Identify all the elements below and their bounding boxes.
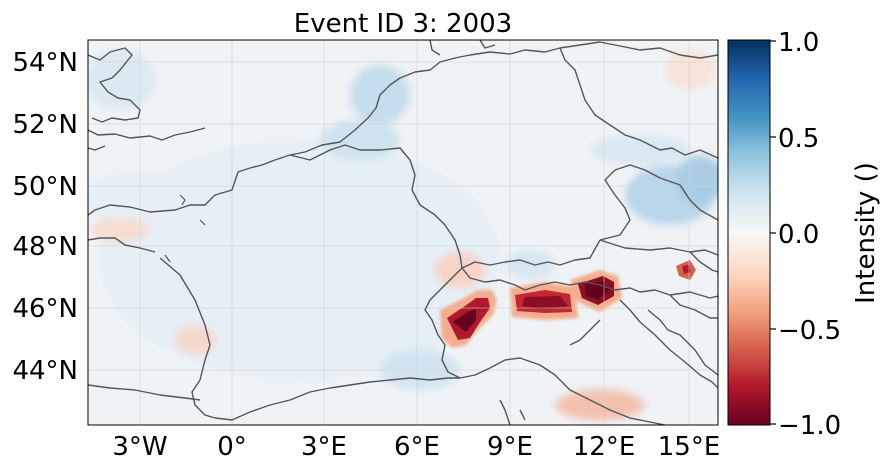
colorbar-gradient [727,39,771,426]
lat-label: 50°N [12,172,78,202]
longitude-labels: 3°W 0° 3°E 6°E 9°E 12°E 15°E [112,432,720,462]
colorbar-tick-label: −1.0 [778,411,841,441]
colorbar-label: Intensity () [851,162,881,304]
colorbar-tick-label: 1.0 [778,28,819,58]
colorbar-tick-label: 0.0 [778,220,819,250]
lat-label: 54°N [12,48,78,78]
lon-label: 0° [217,432,247,462]
lat-label: 52°N [12,110,78,140]
intensity-field [88,40,718,425]
colorbar-tick-label: −0.5 [778,316,841,346]
island-outlines [164,194,206,263]
colorbar: 1.0 0.5 0.0 −0.5 −1.0 Intensity () [727,28,881,441]
map-frame [87,39,719,426]
lon-label: 3°E [301,432,347,462]
colorbar-tick-label: 0.5 [778,124,819,154]
map-panel [88,40,718,425]
lat-label: 46°N [12,294,78,324]
lon-label: 9°E [487,432,533,462]
lon-label: 6°E [394,432,440,462]
map-title: Event ID 3: 2003 [294,9,512,39]
lat-label: 44°N [12,356,78,386]
gridlines [88,40,718,425]
lon-label: 15°E [658,432,721,462]
lat-label: 48°N [12,232,78,262]
lon-label: 3°W [112,432,167,462]
latitude-labels: 54°N 52°N 50°N 48°N 46°N 44°N [12,48,78,386]
lon-label: 12°E [573,432,636,462]
coastlines [88,40,718,425]
hotspot-layer [440,260,696,348]
